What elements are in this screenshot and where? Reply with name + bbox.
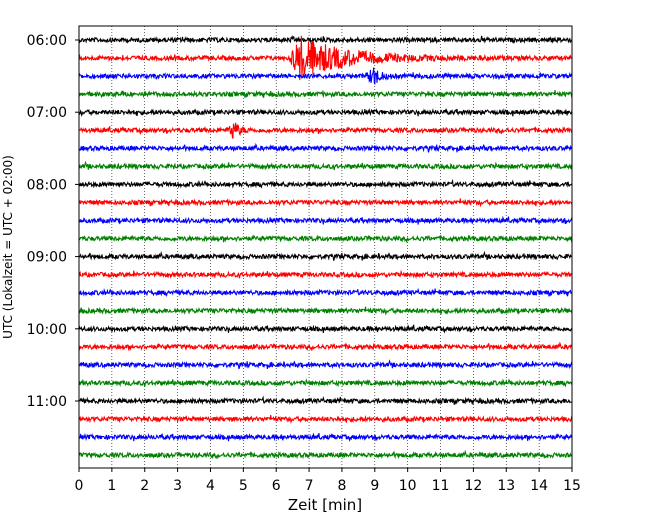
trace-0915 [78,269,573,279]
x-tick-label: 8 [337,478,346,494]
x-tick-label: 14 [530,478,548,494]
trace-1145 [78,449,573,460]
trace-0600 [78,34,573,45]
trace-1115 [78,414,573,425]
trace-0700 [78,107,573,118]
x-tick-label: 7 [305,478,314,494]
trace-0645 [78,89,573,99]
plot-frame [78,25,573,469]
y-axis-ticks: 06:00 07:00 08:00 09:00 10:00 11:00 [27,33,79,410]
x-tick-label: 9 [370,478,379,494]
x-tick-label: 6 [272,478,281,494]
trace-0745 [78,160,573,171]
trace-0845 [78,234,573,243]
y-tick-label: 09:00 [27,250,67,266]
trace-0615 [78,35,573,81]
y-tick-label: 10:00 [27,322,67,338]
trace-0715 [78,122,573,139]
trace-0800 [78,178,573,189]
trace-1045 [78,378,573,388]
x-tick-label: 13 [497,478,515,494]
trace-0945 [78,306,573,316]
x-tick-label: 11 [432,478,450,494]
trace-0830 [78,215,573,226]
trace-0630 [78,67,573,85]
x-tick-label: 3 [173,478,182,494]
trace-0900 [78,250,573,261]
y-tick-label: 08:00 [27,177,67,193]
trace-0930 [78,287,573,298]
y-tick-label: 11:00 [27,394,67,410]
trace-1015 [78,341,573,352]
x-axis-ticks: 0 1 2 3 4 5 6 7 8 9 10 11 12 13 14 15 [75,468,581,494]
x-axis-label: Zeit [min] [288,496,362,514]
y-tick-label: 07:00 [27,105,67,121]
x-tick-label: 5 [239,478,248,494]
x-tick-label: 0 [75,478,84,494]
x-tick-label: 15 [563,478,581,494]
trace-1100 [78,395,573,406]
trace-1000 [78,324,573,334]
seismic-traces [78,34,573,460]
trace-0815 [78,198,573,208]
x-tick-label: 4 [206,478,215,494]
trace-0730 [78,142,573,153]
trace-1030 [78,359,573,370]
y-axis-label: UTC (Lokalzeit = UTC + 02:00) [1,155,15,339]
trace-1130 [78,432,573,442]
x-tick-label: 1 [107,478,116,494]
plot-background [79,26,572,468]
x-tick-label: 2 [140,478,149,494]
x-tick-label: 10 [399,478,417,494]
x-tick-label: 12 [464,478,482,494]
y-tick-label: 06:00 [27,33,67,49]
